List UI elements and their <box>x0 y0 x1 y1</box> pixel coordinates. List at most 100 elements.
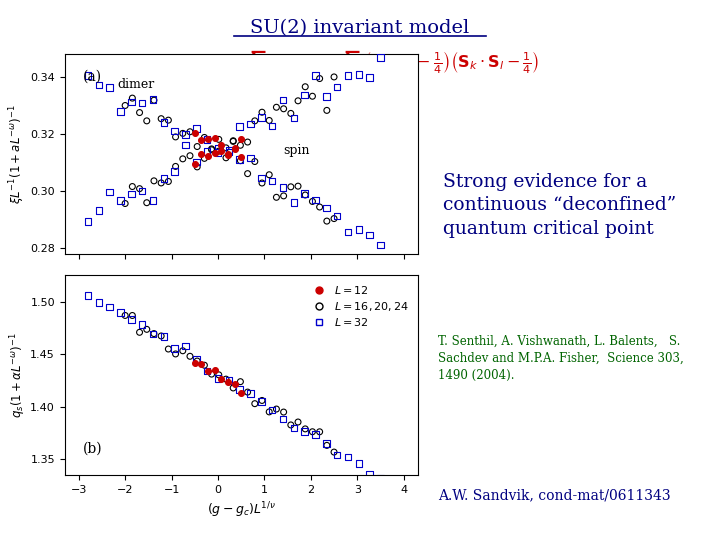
Point <box>220 375 232 383</box>
Point <box>307 428 318 436</box>
Point <box>364 470 375 478</box>
Point <box>223 145 235 154</box>
Point <box>235 377 246 386</box>
Point <box>148 96 160 105</box>
Point <box>235 141 246 150</box>
Point <box>266 406 278 414</box>
Point <box>264 116 275 125</box>
Point <box>184 352 196 361</box>
Text: A.W. Sandvik, cond-mat/0611343: A.W. Sandvik, cond-mat/0611343 <box>438 488 670 502</box>
Point <box>191 124 202 133</box>
Point <box>288 114 300 123</box>
Text: (b): (b) <box>82 441 102 455</box>
Point <box>228 137 239 145</box>
Point <box>314 202 325 211</box>
Point <box>141 325 153 334</box>
Point <box>199 154 210 163</box>
Point <box>215 140 227 149</box>
Point <box>125 98 137 106</box>
Point <box>213 370 225 379</box>
Text: $\mathcal{H}_{\mathrm{SU(2)}} = J\sum_{\langle ij\rangle} \mathbf{S}_i \cdot \ma: $\mathcal{H}_{\mathrm{SU(2)}} = J\sum_{\… <box>181 48 539 87</box>
Point <box>134 328 145 336</box>
Point <box>320 204 332 212</box>
Point <box>170 133 181 141</box>
Point <box>228 383 239 392</box>
Point <box>148 177 160 185</box>
Point <box>235 152 247 161</box>
Point <box>277 415 289 423</box>
Point <box>292 418 304 427</box>
Point <box>199 361 210 369</box>
Point <box>196 136 207 144</box>
Point <box>114 107 126 116</box>
Point <box>192 357 203 366</box>
Point <box>184 151 196 160</box>
Point <box>266 177 278 185</box>
Point <box>215 147 227 156</box>
Point <box>192 163 203 171</box>
Point <box>158 174 170 183</box>
Point <box>223 376 235 385</box>
Point <box>374 241 386 249</box>
Point <box>264 408 275 416</box>
Point <box>271 404 282 413</box>
Point <box>202 135 213 144</box>
Point <box>114 197 126 205</box>
Point <box>300 191 311 199</box>
Point <box>264 171 275 179</box>
Point <box>249 117 261 125</box>
Point <box>364 73 375 82</box>
Text: Strong evidence for a
continuous “deconfined”
quantum critical point: Strong evidence for a continuous “deconf… <box>443 173 676 238</box>
Point <box>234 386 246 394</box>
Point <box>191 355 202 364</box>
Point <box>310 430 321 439</box>
Point <box>177 154 189 163</box>
Point <box>212 374 224 383</box>
Point <box>93 206 104 215</box>
Point <box>220 153 232 162</box>
Point <box>120 101 131 110</box>
Point <box>292 97 304 105</box>
Point <box>310 195 321 204</box>
Point <box>229 380 240 388</box>
Text: spin: spin <box>284 144 310 157</box>
Point <box>285 109 297 118</box>
Point <box>180 342 192 350</box>
Point <box>163 177 174 186</box>
Point <box>169 127 181 136</box>
Text: T. Senthil, A. Vishwanath, L. Balents,   S.
Sachdev and M.P.A. Fisher,  Science : T. Senthil, A. Vishwanath, L. Balents, S… <box>438 335 683 382</box>
Point <box>141 198 153 207</box>
Point <box>136 99 148 107</box>
Point <box>134 184 145 193</box>
Point <box>242 138 253 146</box>
Point <box>136 320 148 329</box>
Point <box>328 214 340 223</box>
Point <box>220 144 232 152</box>
Point <box>342 453 354 462</box>
Point <box>285 421 297 429</box>
Point <box>277 96 289 105</box>
Point <box>266 122 278 130</box>
Point <box>209 133 220 142</box>
Point <box>292 182 304 191</box>
Point <box>256 108 268 117</box>
Point <box>222 151 234 159</box>
Point <box>229 145 240 153</box>
Point <box>314 74 325 83</box>
Text: (a): (a) <box>82 70 102 84</box>
Point <box>163 116 174 125</box>
Point <box>320 92 332 101</box>
Point <box>242 170 253 178</box>
Point <box>147 95 158 104</box>
Point <box>271 193 282 201</box>
Point <box>256 396 268 405</box>
Point <box>209 366 220 374</box>
Point <box>196 360 207 368</box>
Point <box>136 186 148 195</box>
Point <box>213 147 225 156</box>
Y-axis label: $\xi L^{-1}(1+aL^{-\omega})^{-1}$: $\xi L^{-1}(1+aL^{-\omega})^{-1}$ <box>8 104 27 204</box>
Point <box>245 389 256 398</box>
Point <box>125 190 137 198</box>
Point <box>299 91 310 99</box>
Text: dimer: dimer <box>118 78 155 91</box>
